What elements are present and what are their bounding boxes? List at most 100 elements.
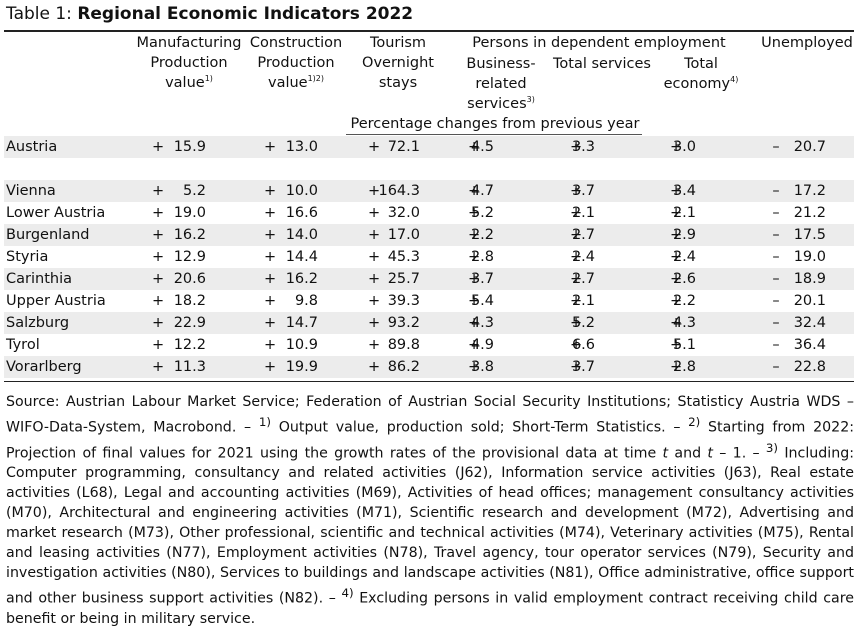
cell-sign: +	[570, 293, 583, 309]
header-construction-l3: value1)2)	[267, 74, 325, 91]
cell-value: 3.4	[672, 183, 696, 199]
row-label: Styria	[6, 249, 49, 265]
header-manufacturing-l3: value1)	[165, 74, 213, 91]
row-shade	[4, 224, 854, 246]
cell-sign: +	[468, 183, 481, 199]
cell-value: 22.9	[173, 315, 206, 331]
row-label: Austria	[6, 139, 58, 155]
cell-sign: +	[152, 315, 165, 331]
cell-value: 32.0	[387, 205, 420, 221]
cell-sign: +	[570, 205, 583, 221]
unit-row: Percentage changes from previous year	[350, 116, 640, 132]
header-total-services: Total services	[553, 56, 651, 72]
unit-row-rule	[346, 134, 642, 135]
row-shade	[4, 180, 854, 202]
cell-value: 4.3	[470, 315, 494, 331]
row-shade	[4, 356, 854, 378]
cell-sign: –	[772, 293, 780, 309]
cell-value: 12.2	[173, 337, 206, 353]
header-business-l2: related	[475, 76, 527, 92]
cell-value: 89.8	[387, 337, 420, 353]
cell-value: 19.0	[793, 249, 826, 265]
cell-value: 86.2	[387, 359, 420, 375]
cell-value: 4.9	[470, 337, 494, 353]
header-persons-group: Persons in dependent employment	[472, 35, 726, 51]
table-number: Table 1:	[6, 4, 78, 24]
cell-sign: +	[468, 359, 481, 375]
cell-value: 2.6	[672, 271, 696, 287]
cell-value: 36.4	[793, 337, 826, 353]
cell-sign: +	[264, 315, 277, 331]
bottom-rule	[4, 381, 854, 382]
cell-value: 5.2	[182, 183, 206, 199]
cell-sign: +	[570, 227, 583, 243]
cell-sign: +	[264, 337, 277, 353]
cell-value: 9.8	[294, 293, 318, 309]
cell-value: 3.7	[571, 359, 595, 375]
header-total-economy: Total economy4)	[656, 54, 746, 94]
row-label: Burgenland	[6, 227, 90, 243]
cell-value: 3.7	[571, 183, 595, 199]
cell-sign: +	[670, 293, 683, 309]
cell-value: 2.7	[571, 271, 595, 287]
header-unemployed: Unemployed	[761, 35, 853, 51]
row-label: Tyrol	[6, 337, 40, 353]
cell-sign: +	[670, 271, 683, 287]
cell-sign: +	[368, 271, 381, 287]
cell-sign: +	[468, 227, 481, 243]
cell-value: 10.9	[285, 337, 318, 353]
cell-sign: –	[772, 139, 780, 155]
top-rule	[4, 30, 854, 32]
cell-value: 17.0	[387, 227, 420, 243]
header-tourism-l1: Tourism	[369, 35, 427, 51]
cell-value: 20.1	[793, 293, 826, 309]
cell-sign: +	[570, 359, 583, 375]
cell-sign: +	[670, 249, 683, 265]
cell-value: 5.1	[672, 337, 696, 353]
cell-value: 21.2	[793, 205, 826, 221]
cell-value: 3.8	[470, 359, 494, 375]
cell-sign: +	[264, 227, 277, 243]
cell-sign: +	[264, 359, 277, 375]
cell-value: 13.0	[285, 139, 318, 155]
cell-sign: +	[264, 183, 277, 199]
cell-sign: +	[264, 205, 277, 221]
cell-value: 16.2	[285, 271, 318, 287]
cell-sign: +	[468, 205, 481, 221]
cell-sign: +	[468, 337, 481, 353]
cell-value: 20.7	[793, 139, 826, 155]
cell-sign: –	[772, 271, 780, 287]
cell-sign: +	[152, 271, 165, 287]
cell-sign: +	[152, 139, 165, 155]
cell-value: 12.9	[173, 249, 206, 265]
cell-sign: +	[368, 249, 381, 265]
cell-sign: +	[368, 139, 381, 155]
cell-value: 18.9	[793, 271, 826, 287]
cell-sign: +	[368, 183, 381, 199]
cell-value: 11.3	[173, 359, 206, 375]
cell-value: 2.1	[571, 205, 595, 221]
cell-value: 16.2	[173, 227, 206, 243]
row-shade	[4, 136, 854, 158]
cell-sign: –	[772, 183, 780, 199]
row-label: Vienna	[6, 183, 56, 199]
cell-sign: –	[772, 205, 780, 221]
cell-value: 3.3	[571, 139, 595, 155]
header-construction-l1: Construction	[249, 35, 343, 51]
cell-value: 2.1	[571, 293, 595, 309]
cell-sign: +	[670, 315, 683, 331]
header-manufacturing: Manufacturing Production value1)	[130, 33, 248, 93]
cell-sign: +	[152, 337, 165, 353]
cell-value: 14.7	[285, 315, 318, 331]
table-title-text: Regional Economic Indicators 2022	[77, 4, 414, 24]
cell-sign: +	[670, 359, 683, 375]
row-label: Carinthia	[6, 271, 72, 287]
cell-value: 15.9	[173, 139, 206, 155]
cell-sign: +	[152, 183, 165, 199]
cell-sign: –	[772, 359, 780, 375]
header-total-economy-l1: Total	[684, 56, 718, 72]
header-total-economy-l2: economy4)	[663, 75, 739, 92]
cell-value: 25.7	[387, 271, 420, 287]
cell-sign: +	[570, 271, 583, 287]
cell-value: 2.7	[571, 227, 595, 243]
